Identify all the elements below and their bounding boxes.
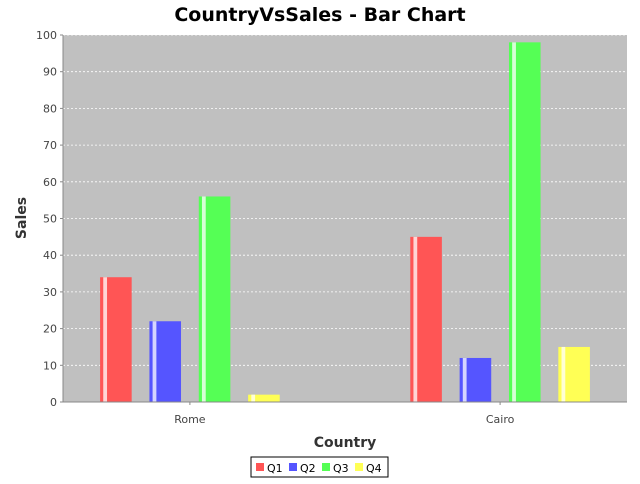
y-tick-label: 0 — [50, 396, 57, 409]
legend-label-q4: Q4 — [366, 462, 382, 475]
bar-q1-rome — [100, 277, 132, 402]
legend-swatch-q4 — [355, 463, 363, 471]
y-tick-label: 80 — [43, 102, 57, 115]
bar-q2-cairo — [459, 357, 492, 402]
bar-q1-cairo — [410, 236, 442, 402]
legend-label-q2: Q2 — [300, 462, 316, 475]
y-tick-label: 20 — [43, 323, 57, 336]
bar-highlight — [201, 196, 206, 402]
legend-label-q3: Q3 — [333, 462, 349, 475]
x-tick-label: Cairo — [486, 413, 515, 426]
bar-body — [248, 394, 280, 402]
y-tick-label: 40 — [43, 249, 57, 262]
y-tick-label: 50 — [43, 213, 57, 226]
x-tick-label: Rome — [174, 413, 206, 426]
bar-q3-cairo — [508, 42, 541, 403]
y-tick-label: 90 — [43, 66, 57, 79]
bar-highlight — [561, 346, 566, 402]
y-tick-label: 100 — [36, 29, 57, 42]
x-ticks: Rome Cairo — [174, 402, 515, 426]
y-tick-label: 30 — [43, 286, 57, 299]
chart-title: CountryVsSales - Bar Chart — [174, 4, 465, 26]
y-axis-label: Sales — [14, 197, 30, 239]
x-axis-label: Country — [314, 435, 377, 451]
legend-box — [250, 456, 389, 478]
y-tick-label: 10 — [43, 359, 57, 372]
y-ticks: 0 10 20 30 40 50 60 70 80 90 100 — [36, 29, 63, 409]
y-tick-label: 70 — [43, 139, 57, 152]
legend-label-q1: Q1 — [267, 462, 283, 475]
bars — [100, 42, 590, 403]
legend-swatch-q1 — [256, 463, 264, 471]
legend-swatch-q3 — [322, 463, 330, 471]
legend-swatch-q2 — [289, 463, 297, 471]
bar-highlight — [152, 321, 157, 402]
bar-highlight — [103, 277, 108, 402]
bar-q3-rome — [198, 196, 231, 402]
bar-highlight — [413, 236, 418, 402]
bar-q4-cairo — [558, 346, 590, 402]
bar-highlight — [462, 357, 467, 402]
bar-highlight — [512, 42, 516, 403]
bar-highlight — [251, 394, 256, 402]
legend: Q1 Q2 Q3 Q4 — [250, 456, 389, 478]
bar-q2-rome — [149, 321, 182, 402]
bar-q4-rome — [248, 394, 280, 402]
y-tick-label: 60 — [43, 176, 57, 189]
